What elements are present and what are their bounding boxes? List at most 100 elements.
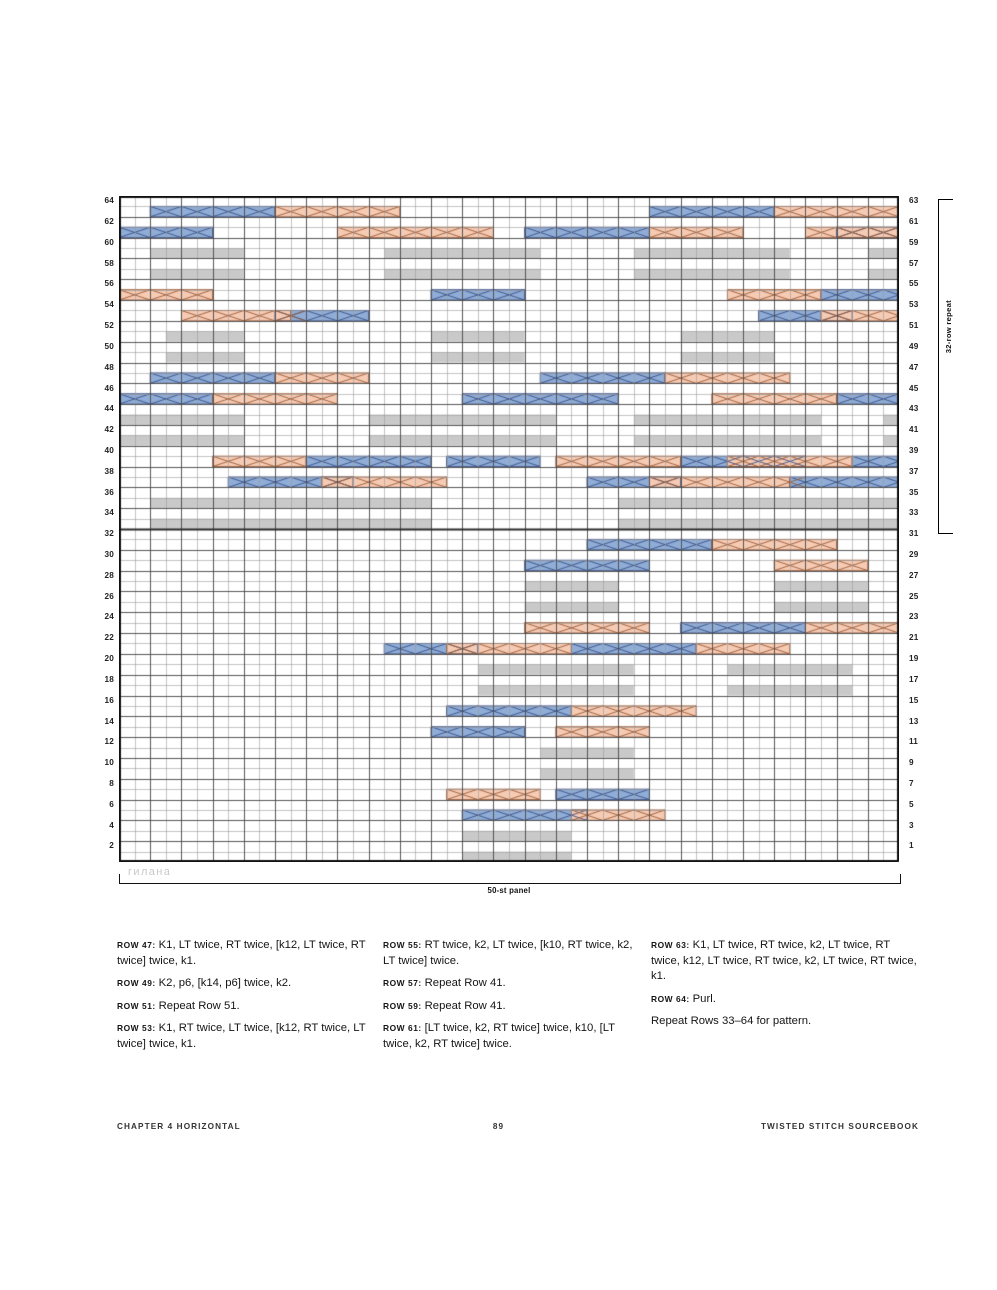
row-number: 9 — [909, 758, 914, 768]
instruction-text: Repeat Row 41. — [424, 977, 506, 990]
instructions-column-1: ROW 47: K1, LT twice, RT twice, [k12, LT… — [117, 938, 367, 1060]
row-number: 22 — [104, 633, 114, 643]
row-number: 60 — [104, 237, 114, 247]
watermark: гилана — [128, 866, 172, 878]
row-number: 3 — [909, 820, 914, 830]
row-number: 43 — [909, 404, 919, 414]
row-number: 50 — [104, 341, 114, 351]
row-number: 11 — [909, 737, 919, 747]
row-number: 14 — [104, 716, 114, 726]
row-number: 34 — [104, 508, 114, 518]
instruction-text: Repeat Row 41. — [424, 999, 506, 1012]
instruction-row-label: ROW 59: — [383, 1000, 425, 1011]
row-number: 15 — [909, 695, 919, 705]
row-number: 46 — [104, 383, 114, 393]
row-number: 19 — [909, 654, 919, 664]
row-number: 35 — [909, 487, 919, 497]
panel-width-bracket — [119, 874, 901, 884]
row-number: 56 — [104, 279, 114, 289]
row-number: 33 — [909, 508, 919, 518]
row-number: 41 — [909, 425, 919, 435]
row-number: 61 — [909, 217, 919, 227]
instruction-row-label: ROW 61: — [383, 1023, 425, 1034]
row-number: 10 — [104, 758, 114, 768]
row-number: 37 — [909, 466, 919, 476]
instruction-paragraph: ROW 57: Repeat Row 41. — [383, 976, 633, 992]
instruction-paragraph: ROW 64: Purl. — [651, 992, 919, 1008]
row-number: 32 — [104, 529, 114, 539]
instruction-text: K1, LT twice, RT twice, [k12, LT twice, … — [117, 939, 366, 967]
row-number: 27 — [909, 570, 919, 580]
row-number: 54 — [104, 300, 114, 310]
row-number: 48 — [104, 362, 114, 372]
row-number: 20 — [104, 654, 114, 664]
instructions-column-3: ROW 63: K1, LT twice, RT twice, k2, LT t… — [651, 938, 919, 1037]
row-number: 40 — [104, 445, 114, 455]
instruction-row-label: ROW 63: — [651, 940, 693, 950]
row-number: 45 — [909, 383, 919, 393]
row-number: 23 — [909, 612, 919, 622]
row-number: 39 — [909, 445, 919, 455]
page-number: 89 — [492, 1122, 505, 1131]
row-number: 64 — [104, 196, 114, 206]
instruction-paragraph: ROW 61: [LT twice, k2, RT twice] twice, … — [383, 1021, 633, 1052]
row-number: 8 — [109, 778, 114, 788]
row-number: 13 — [909, 716, 919, 726]
row-number: 4 — [109, 820, 114, 830]
row-number: 16 — [104, 695, 114, 705]
row-number: 55 — [909, 279, 919, 289]
instruction-row-label: ROW 57: — [383, 978, 425, 989]
row-number: 21 — [909, 633, 919, 643]
row-number: 52 — [104, 321, 114, 331]
row-number: 51 — [909, 321, 919, 331]
instruction-text: K1, LT twice, RT twice, k2, LT twice, RT… — [651, 939, 917, 983]
instruction-row-label: ROW 64: — [651, 993, 693, 1004]
row-number: 47 — [909, 362, 919, 372]
instructions-column-2: ROW 55: RT twice, k2, LT twice, [k10, RT… — [383, 938, 633, 1060]
row-number: 26 — [104, 591, 114, 601]
instruction-paragraph: ROW 49: K2, p6, [k14, p6] twice, k2. — [117, 976, 367, 992]
row-number: 5 — [909, 799, 914, 809]
row-number: 18 — [104, 674, 114, 684]
row-number: 38 — [104, 466, 114, 476]
repeat-bracket — [938, 199, 953, 534]
instruction-text: K2, p6, [k14, p6] twice, k2. — [158, 977, 292, 990]
page-footer: CHAPTER 4 HORIZONTAL 89 TWISTED STITCH S… — [0, 1122, 997, 1142]
row-number: 7 — [909, 778, 914, 788]
chart-area: 64 62 60 58 56 54 52 50 48 46 44 42 40 38 36 34 32 30 28 26… — [92, 196, 953, 895]
row-number: 59 — [909, 237, 919, 247]
instruction-paragraph: ROW 47: K1, LT twice, RT twice, [k12, LT… — [117, 938, 367, 969]
row-number: 36 — [104, 487, 114, 497]
row-number: 57 — [909, 258, 919, 268]
instruction-row-label: ROW 49: — [117, 978, 159, 989]
footer-chapter: CHAPTER 4 HORIZONTAL — [117, 1122, 241, 1131]
stitch-chart-canvas — [119, 196, 899, 862]
row-number: 2 — [109, 841, 114, 851]
instructions-block: ROW 47: K1, LT twice, RT twice, [k12, LT… — [0, 938, 997, 1068]
row-number: 53 — [909, 300, 919, 310]
row-number: 17 — [909, 674, 919, 684]
row-number: 12 — [104, 737, 114, 747]
row-number: 24 — [104, 612, 114, 622]
row-numbers-right-axis: 63 61 59 57 55 53 51 49 47 45 43 41 39 37 35 33 31 29 27 25… — [903, 196, 927, 862]
row-number: 31 — [909, 529, 919, 539]
stitch-chart-grid — [119, 196, 899, 862]
row-number: 62 — [104, 217, 114, 227]
row-number: 1 — [909, 841, 914, 851]
footer-booktitle: TWISTED STITCH SOURCEBOOK — [760, 1122, 919, 1131]
instruction-text: RT twice, k2, LT twice, [k10, RT twice, … — [383, 939, 633, 967]
instruction-paragraph: Repeat Rows 33–64 for pattern. — [651, 1014, 919, 1030]
instruction-paragraph: ROW 63: K1, LT twice, RT twice, k2, LT t… — [651, 938, 919, 985]
row-number: 44 — [104, 404, 114, 414]
instruction-paragraph: ROW 51: Repeat Row 51. — [117, 999, 367, 1015]
instruction-paragraph: ROW 55: RT twice, k2, LT twice, [k10, RT… — [383, 938, 633, 969]
repeat-label: 32-row repeat — [944, 300, 953, 354]
instruction-paragraph: ROW 59: Repeat Row 41. — [383, 999, 633, 1015]
panel-width-label: 50-st panel — [487, 886, 531, 895]
instruction-text: [LT twice, k2, RT twice] twice, k10, [LT… — [383, 1022, 615, 1050]
row-number: 25 — [909, 591, 919, 601]
instruction-text: Purl. — [692, 992, 716, 1005]
row-number: 42 — [104, 425, 114, 435]
row-numbers-left-axis: 64 62 60 58 56 54 52 50 48 46 44 42 40 38 36 34 32 30 28 26… — [92, 196, 116, 862]
instruction-row-label: ROW 55: — [383, 940, 425, 950]
